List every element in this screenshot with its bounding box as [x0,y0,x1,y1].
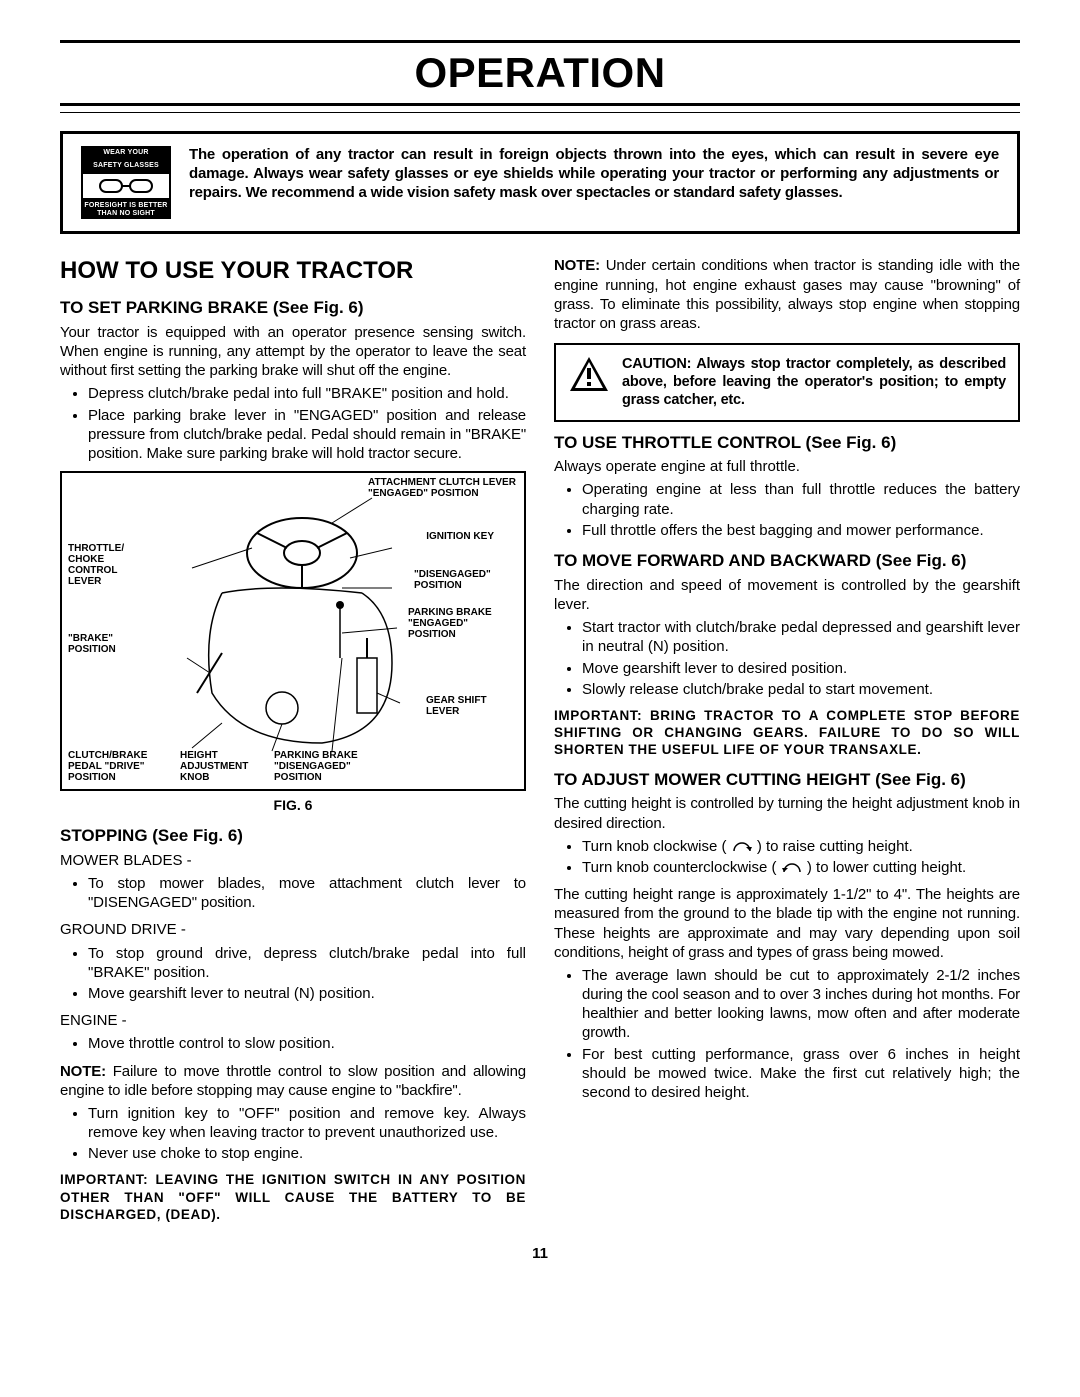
badge-mid-label: SAFETY GLASSES [81,159,171,172]
throttle-step2: Full throttle offers the best bagging an… [582,521,1020,540]
page-number: 11 [60,1245,1020,1262]
parking-brake-list: Depress clutch/brake pedal into full "BR… [60,384,526,463]
badge-top: WEAR YOUR [81,146,171,159]
stopping-heading: STOPPING (See Fig. 6) [60,825,526,847]
mid-rule-thin [60,112,1020,113]
move-important-text: IMPORTANT: BRING TRACTOR TO A COMPLETE S… [554,708,1020,758]
glasses-icon [96,176,156,196]
parking-brake-heading: TO SET PARKING BRAKE (See Fig. 6) [60,297,526,319]
height-cw-pre: Turn knob clockwise ( [582,838,727,855]
fig-label-height-knob: HEIGHT ADJUSTMENT KNOB [180,750,270,783]
parking-brake-step1: Depress clutch/brake pedal into full "BR… [88,384,526,403]
move-step3: Slowly release clutch/brake pedal to sta… [582,680,1020,699]
stopping-mower-step: To stop mower blades, move attachment cl… [88,874,526,912]
height-heading: TO ADJUST MOWER CUTTING HEIGHT (See Fig.… [554,769,1020,791]
move-intro: The direction and speed of movement is c… [554,576,1020,614]
move-step1: Start tractor with clutch/brake pedal de… [582,618,1020,656]
stopping-mower-label: MOWER BLADES - [60,851,526,870]
stopping-engine-list2: Turn ignition key to "OFF" position and … [60,1104,526,1164]
clockwise-arrow-icon [731,841,753,853]
figure-6-caption: FIG. 6 [60,797,526,815]
move-important: IMPORTANT: BRING TRACTOR TO A COMPLETE S… [554,707,1020,759]
fig-label-parking-engaged: PARKING BRAKE "ENGAGED" POSITION [408,607,518,640]
stopping-engine-step1: Move throttle control to slow position. [88,1034,526,1053]
stopping-engine-step3: Never use choke to stop engine. [88,1144,526,1163]
parking-brake-intro: Your tractor is equipped with an operato… [60,323,526,381]
caution-box: CAUTION: Always stop tractor completely,… [554,343,1020,421]
fig-label-attachment-clutch: ATTACHMENT CLUTCH LEVER "ENGAGED" POSITI… [368,477,518,499]
fig-label-throttle: THROTTLE/ CHOKE CONTROL LEVER [68,543,148,587]
badge-glasses-icon [81,172,171,200]
throttle-intro: Always operate engine at full throttle. [554,457,1020,476]
stopping-important: IMPORTANT: LEAVING THE IGNITION SWITCH I… [60,1171,526,1223]
caution-triangle-icon [568,355,610,393]
page-title: OPERATION [60,49,1020,97]
height-list1: Turn knob clockwise ( ) to raise cutting… [554,837,1020,877]
throttle-heading: TO USE THROTTLE CONTROL (See Fig. 6) [554,432,1020,454]
right-column: NOTE: Under certain conditions when trac… [554,252,1020,1227]
fig-label-ignition-key: IGNITION KEY [426,531,494,542]
fig-label-gearshift: GEAR SHIFT LEVER [426,695,506,717]
height-ccw-post: ) to lower cutting height. [807,859,966,876]
stopping-ground-list: To stop ground drive, depress clutch/bra… [60,944,526,1004]
move-heading: TO MOVE FORWARD AND BACKWARD (See Fig. 6… [554,550,1020,572]
height-cw-post: ) to raise cutting height. [757,838,913,855]
badge-bot1: FORESIGHT IS BETTER [84,202,167,209]
counterclockwise-arrow-icon [781,862,803,874]
left-column: HOW TO USE YOUR TRACTOR TO SET PARKING B… [60,252,526,1227]
fig-label-clutch-pedal: CLUTCH/BRAKE PEDAL "DRIVE" POSITION [68,750,168,783]
fig-label-disengaged: "DISENGAGED" POSITION [414,569,514,591]
stopping-mower-list: To stop mower blades, move attachment cl… [60,874,526,912]
caution-text: CAUTION: Always stop tractor completely,… [622,355,1006,409]
height-range: The cutting height range is approximatel… [554,885,1020,962]
stopping-ground-step1: To stop ground drive, depress clutch/bra… [88,944,526,982]
browning-note: NOTE: Under certain conditions when trac… [554,256,1020,333]
badge-bot2: THAN NO SIGHT [97,210,155,217]
safety-warning-text: The operation of any tractor can result … [189,146,999,202]
move-list: Start tractor with clutch/brake pedal de… [554,618,1020,699]
stopping-engine-label: ENGINE - [60,1011,526,1030]
height-step-ccw: Turn knob counterclockwise ( ) to lower … [582,858,1020,877]
fig-label-parking-disengaged: PARKING BRAKE "DISENGAGED" POSITION [274,750,384,783]
throttle-step1: Operating engine at less than full throt… [582,480,1020,518]
two-column-layout: HOW TO USE YOUR TRACTOR TO SET PARKING B… [60,252,1020,1227]
height-step-cw: Turn knob clockwise ( ) to raise cutting… [582,837,1020,856]
move-step2: Move gearshift lever to desired position… [582,659,1020,678]
height-intro: The cutting height is controlled by turn… [554,794,1020,832]
throttle-list: Operating engine at less than full throt… [554,480,1020,540]
fig-label-brake-position: "BRAKE" POSITION [68,633,138,655]
tractor-console-sketch [182,493,402,753]
stopping-ground-step2: Move gearshift lever to neutral (N) posi… [88,984,526,1003]
stopping-engine-list1: Move throttle control to slow position. [60,1034,526,1053]
mid-rule-thick [60,103,1020,106]
height-list2: The average lawn should be cut to approx… [554,966,1020,1102]
stopping-backfire-note: NOTE: Failure to move throttle control t… [60,1062,526,1100]
height-tip2: For best cutting performance, grass over… [582,1045,1020,1103]
how-to-use-heading: HOW TO USE YOUR TRACTOR [60,256,526,287]
figure-6-diagram: ATTACHMENT CLUTCH LEVER "ENGAGED" POSITI… [60,471,526,791]
height-tip1: The average lawn should be cut to approx… [582,966,1020,1043]
stopping-important-text: IMPORTANT: LEAVING THE IGNITION SWITCH I… [60,1172,526,1222]
stopping-engine-step2: Turn ignition key to "OFF" position and … [88,1104,526,1142]
stopping-ground-label: GROUND DRIVE - [60,920,526,939]
badge-bottom: FORESIGHT IS BETTER THAN NO SIGHT [81,200,171,219]
parking-brake-step2: Place parking brake lever in "ENGAGED" p… [88,406,526,464]
safety-warning-box: WEAR YOUR SAFETY GLASSES FORESIGHT IS BE… [60,131,1020,234]
safety-glasses-badge: WEAR YOUR SAFETY GLASSES FORESIGHT IS BE… [81,146,171,219]
height-ccw-pre: Turn knob counterclockwise ( [582,859,777,876]
top-rule-thick [60,40,1020,43]
